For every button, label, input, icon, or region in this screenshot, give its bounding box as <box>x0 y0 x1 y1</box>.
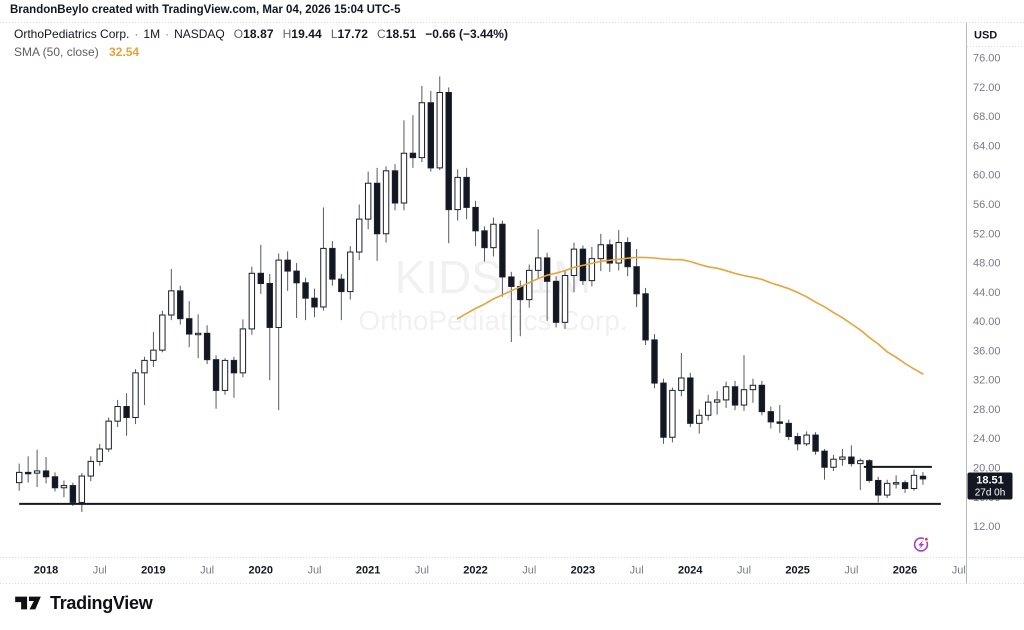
time-tick: 2019 <box>141 565 165 577</box>
symbol-legend-row: OrthoPediatrics Corp. · 1M · NASDAQ O 18… <box>14 27 508 41</box>
time-tick: Jul <box>200 565 214 577</box>
time-tick: Jul <box>844 565 858 577</box>
open-value: 18.87 <box>243 27 274 41</box>
low-value: 17.72 <box>337 27 369 41</box>
svg-text:18.51: 18.51 <box>976 475 1004 487</box>
indicator-label[interactable]: SMA (50, close) <box>14 45 99 59</box>
price-tick: 20.00 <box>973 463 1001 475</box>
high-label: H <box>282 27 292 41</box>
current-price-label: 18.5127d 0h <box>967 472 1013 500</box>
low-label: L <box>330 27 338 41</box>
price-tick: 64.00 <box>973 140 1001 152</box>
time-tick: 2018 <box>34 565 58 577</box>
close-label: C <box>377 27 386 41</box>
chart-legend: OrthoPediatrics Corp. · 1M · NASDAQ O 18… <box>14 27 508 59</box>
time-axis-drag-zone[interactable] <box>0 558 966 583</box>
time-tick: 2020 <box>249 565 273 577</box>
price-tick: 72.00 <box>973 82 1001 94</box>
tradingview-logo-text: TradingView <box>50 592 153 613</box>
svg-text:27d 0h: 27d 0h <box>975 488 1006 499</box>
time-axis[interactable]: 2018 Jul 2019 Jul 2020 Jul 2021 Jul 2022 Jul 2023 J… <box>34 565 966 577</box>
price-axis-drag-zone[interactable] <box>967 23 1024 557</box>
price-tick: 52.00 <box>973 228 1001 240</box>
price-tick: 36.00 <box>973 345 1001 357</box>
time-tick: Jul <box>415 565 429 577</box>
attribution-bar: BrandonBeylo created with TradingView.co… <box>10 4 401 16</box>
price-tick: 48.00 <box>973 258 1001 270</box>
indicator-legend-row: SMA (50, close) 32.54 <box>14 45 508 59</box>
symbol-title[interactable]: OrthoPediatrics Corp. <box>14 27 130 41</box>
indicator-value: 32.54 <box>109 45 140 59</box>
exchange-label: NASDAQ <box>174 27 225 41</box>
price-tick: 32.00 <box>973 375 1001 387</box>
high-value: 19.44 <box>291 27 322 41</box>
open-label: O <box>233 27 244 41</box>
flash-icon[interactable] <box>913 536 929 552</box>
time-tick: Jul <box>630 565 644 577</box>
svg-text:OrthoPediatrics Corp.: OrthoPediatrics Corp. <box>358 305 627 336</box>
tradingview-logo-icon <box>15 596 41 610</box>
interval-label[interactable]: 1M <box>143 27 161 41</box>
time-tick: 2023 <box>571 565 595 577</box>
price-tick: 28.00 <box>973 404 1001 416</box>
time-tick: 2021 <box>356 565 380 577</box>
separator-dot: · <box>134 27 139 41</box>
price-tick: 56.00 <box>973 199 1001 211</box>
price-tick: 44.00 <box>973 287 1001 299</box>
time-tick: 2025 <box>785 565 809 577</box>
tradingview-logo[interactable]: TradingView <box>13 592 153 614</box>
chart-frame <box>0 22 1024 584</box>
time-tick: 2022 <box>463 565 487 577</box>
price-tick: 24.00 <box>973 433 1001 445</box>
time-tick: Jul <box>737 565 751 577</box>
time-tick: 2026 <box>893 565 917 577</box>
price-tick: 68.00 <box>973 111 1001 123</box>
price-tick: 60.00 <box>973 170 1001 182</box>
price-tick: 40.00 <box>973 316 1001 328</box>
candles-layer <box>16 76 927 512</box>
time-tick: Jul <box>952 565 966 577</box>
currency-label: USD <box>974 30 997 42</box>
time-tick: Jul <box>522 565 536 577</box>
time-tick: 2024 <box>678 565 703 577</box>
price-tick: 12.00 <box>973 521 1001 533</box>
time-tick: Jul <box>307 565 321 577</box>
time-tick: Jul <box>93 565 107 577</box>
price-tick: 76.00 <box>973 53 1001 65</box>
close-value: 18.51 <box>385 27 417 41</box>
separator-dot: · <box>165 27 170 41</box>
change-value: −0.66 (−3.44%) <box>425 27 508 41</box>
sma-line[interactable] <box>456 256 924 375</box>
